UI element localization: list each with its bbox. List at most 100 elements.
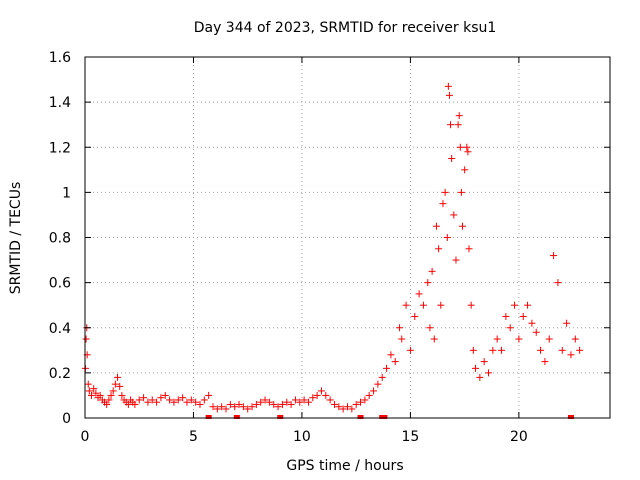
data-point: [541, 358, 549, 366]
data-point: [480, 358, 488, 366]
data-point: [144, 398, 152, 406]
data-point: [274, 403, 282, 411]
data-point: [326, 396, 334, 404]
data-point: [383, 364, 391, 372]
data-point: [387, 351, 395, 359]
data-point: [352, 400, 360, 408]
data-point: [457, 188, 465, 196]
data-point: [571, 335, 579, 343]
data-point: [248, 403, 256, 411]
data-point: [257, 398, 265, 406]
data-point: [537, 346, 545, 354]
data-point: [391, 358, 399, 366]
data-point: [469, 346, 477, 354]
y-tick-label: 0.8: [49, 231, 71, 247]
data-point: [374, 380, 382, 388]
data-point: [278, 400, 286, 408]
data-point: [313, 391, 321, 399]
data-point: [107, 391, 115, 399]
data-point: [183, 398, 191, 406]
data-point: [261, 396, 269, 404]
data-point: [170, 398, 178, 406]
data-point: [519, 312, 527, 320]
data-point: [348, 405, 356, 413]
data-point: [226, 400, 234, 408]
data-point: [532, 328, 540, 336]
data-point: [511, 301, 519, 309]
data-point: [439, 200, 447, 208]
data-point: [415, 290, 423, 298]
data-point: [116, 382, 124, 390]
data-point: [124, 400, 132, 408]
data-point: [105, 396, 113, 404]
data-point: [489, 346, 497, 354]
x-axis-label: GPS time / hours: [286, 458, 403, 474]
data-point: [493, 335, 501, 343]
data-point: [114, 373, 122, 381]
data-point: [161, 391, 169, 399]
data-point: [335, 403, 343, 411]
data-points: [81, 82, 584, 419]
y-tick-label: 0.6: [49, 276, 71, 292]
data-point: [441, 188, 449, 196]
data-point: [239, 403, 247, 411]
data-point: [361, 396, 369, 404]
data-point: [463, 143, 471, 151]
data-point: [378, 373, 386, 381]
data-point: [357, 398, 365, 406]
baseline-marker: [277, 415, 284, 419]
data-point: [461, 166, 469, 174]
data-point: [287, 400, 295, 408]
data-point: [467, 301, 475, 309]
data-point: [235, 400, 243, 408]
data-point: [515, 335, 523, 343]
data-point: [432, 222, 440, 230]
data-point: [317, 387, 325, 395]
y-tick-label: 1.6: [49, 50, 71, 66]
grid: [85, 57, 610, 418]
data-point: [148, 396, 156, 404]
x-tick-label: 15: [401, 429, 419, 445]
data-point: [309, 394, 317, 402]
data-point: [179, 394, 187, 402]
data-point: [406, 346, 414, 354]
data-point: [424, 279, 432, 287]
y-axis-label: SRMTID / TECUs: [8, 182, 24, 295]
data-point: [464, 148, 472, 156]
data-point: [265, 398, 273, 406]
data-point: [90, 385, 98, 393]
y-tick-label: 1.2: [49, 140, 71, 156]
data-point: [283, 398, 291, 406]
data-point: [528, 319, 536, 327]
data-point: [454, 121, 462, 129]
data-point: [450, 211, 458, 219]
data-point: [554, 279, 562, 287]
data-point: [524, 301, 532, 309]
data-point: [339, 405, 347, 413]
data-point: [109, 387, 117, 395]
data-point: [92, 389, 100, 397]
data-point: [96, 391, 104, 399]
baseline-marker: [233, 415, 240, 419]
data-point: [411, 312, 419, 320]
chart-title: Day 344 of 2023, SRMTID for receiver ksu…: [194, 20, 497, 36]
data-point: [82, 335, 90, 343]
y-tick-label: 0.4: [49, 321, 71, 337]
data-point: [476, 373, 484, 381]
data-point: [498, 346, 506, 354]
data-point: [448, 155, 456, 163]
baseline-marker: [357, 415, 364, 419]
data-point: [435, 245, 443, 253]
data-point: [252, 400, 260, 408]
data-point: [365, 391, 373, 399]
data-point: [330, 400, 338, 408]
data-point: [398, 335, 406, 343]
y-tick-label: 1: [62, 185, 71, 201]
data-point: [196, 400, 204, 408]
data-point: [485, 369, 493, 377]
data-point: [174, 396, 182, 404]
data-point: [428, 267, 436, 275]
data-point: [85, 387, 93, 395]
data-point: [296, 398, 304, 406]
baseline-marker: [381, 415, 388, 419]
